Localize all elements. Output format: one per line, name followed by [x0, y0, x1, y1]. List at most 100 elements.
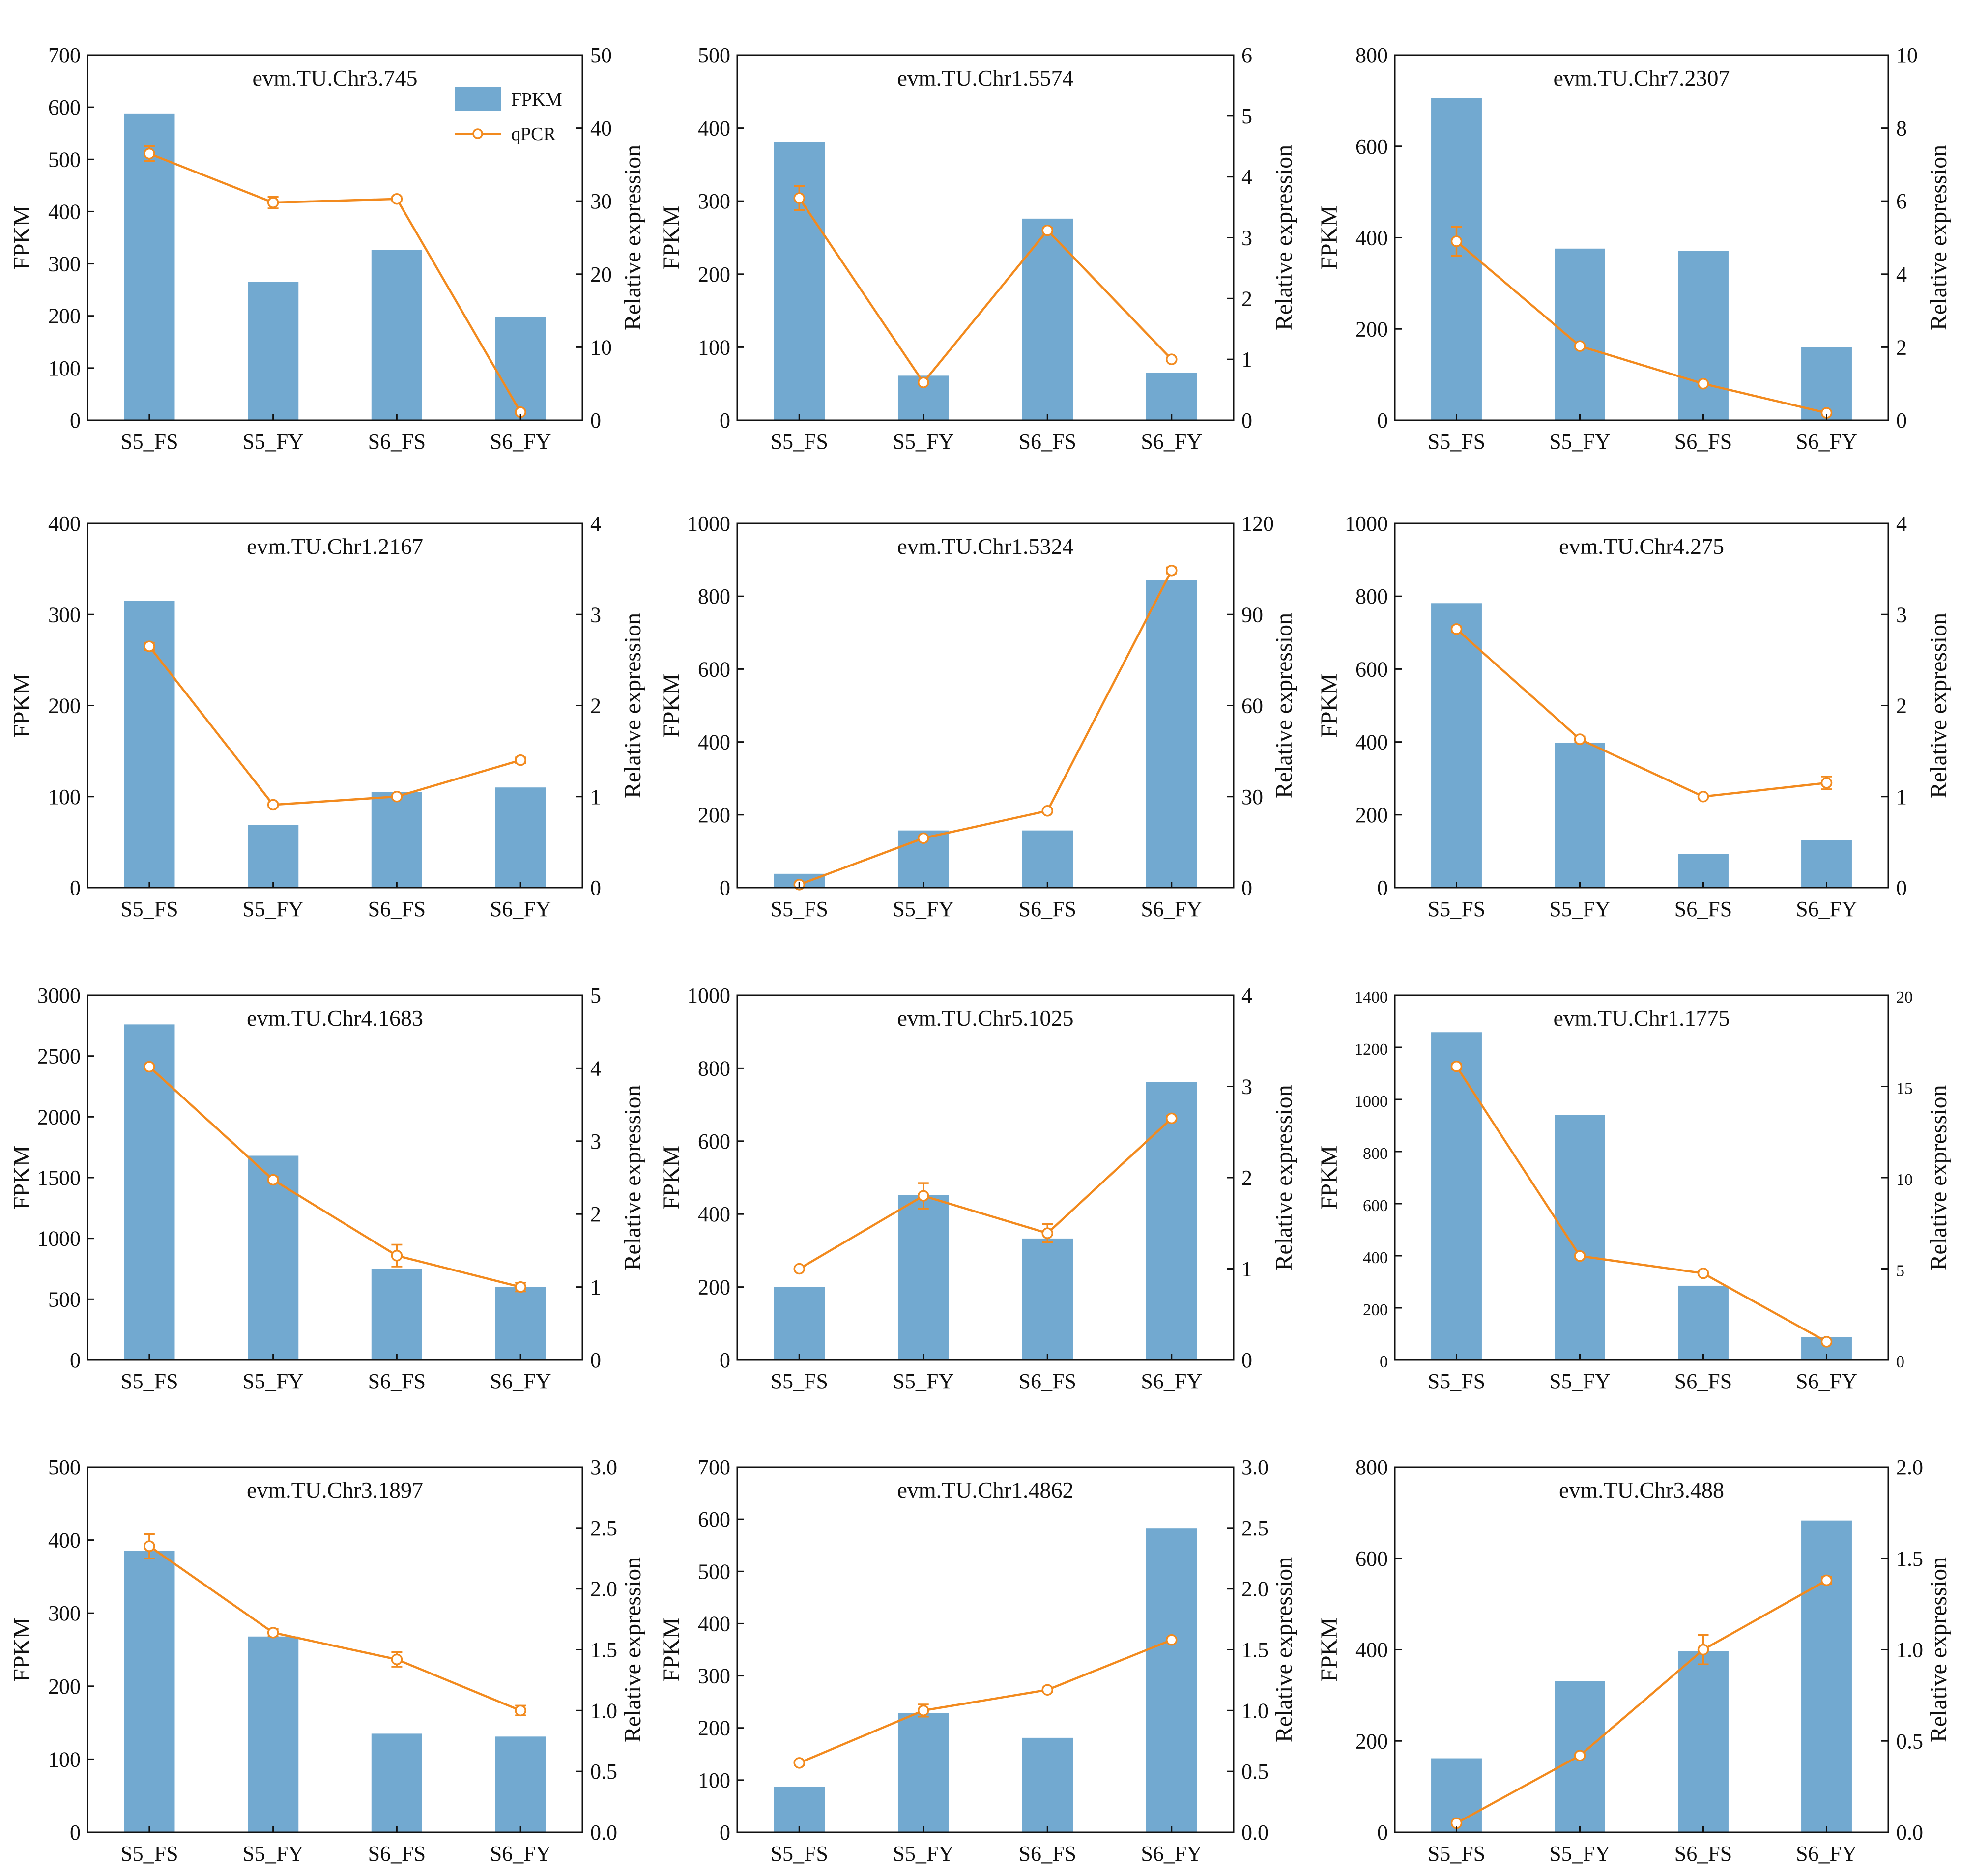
left-tick-label: 600: [698, 657, 730, 681]
left-tick-label: 400: [1355, 226, 1388, 250]
left-tick-label: 600: [698, 1507, 730, 1531]
left-tick-label: 1400: [1355, 988, 1388, 1007]
right-tick-label: 2.0: [1896, 1455, 1923, 1479]
right-tick-label: 1.5: [1896, 1547, 1923, 1571]
right-tick-label: 1.5: [590, 1638, 617, 1662]
x-tick-label: S5_FY: [1549, 430, 1611, 454]
chart-panel-7: 0 500 1000 1500 2000 2500 3000 0 1 2 3 4 5 S5_FS S5_FY…: [9, 983, 646, 1393]
qpcr-point-s5-fs: [1450, 623, 1463, 635]
qpcr-point-s5-fs: [144, 1540, 155, 1552]
right-tick-label: 20: [1896, 988, 1913, 1007]
qpcr-point-s5-fs: [1450, 1060, 1463, 1072]
qpcr-point-s5-fy: [1574, 1250, 1586, 1262]
qpcr-point-s6-fy: [1166, 1112, 1178, 1125]
qpcr-point-s5-fy: [267, 799, 279, 811]
qpcr-point-s6-fs: [1697, 791, 1709, 803]
right-tick-label: 2: [1241, 1166, 1252, 1190]
panel-title: evm.TU.Chr1.1775: [1553, 1006, 1730, 1031]
right-tick-label: 1.0: [1241, 1699, 1269, 1723]
right-axis-title: Relative expression: [1926, 1085, 1952, 1270]
qpcr-point-s5-fs: [144, 1061, 155, 1073]
x-tick-label: S5_FY: [242, 1369, 304, 1393]
x-tick-label: S6_FY: [1796, 430, 1857, 454]
x-tick-label: S6_FY: [1796, 1369, 1857, 1393]
qpcr-point-s6-fy: [515, 754, 526, 766]
qpcr-series-line: [148, 1066, 521, 1288]
bar-s5-fy: [1555, 743, 1605, 888]
qpcr-point-s6-fs: [1697, 377, 1709, 390]
left-axis-title: FPKM: [659, 1146, 685, 1210]
left-tick-label: 1500: [37, 1166, 81, 1190]
left-tick-label: 800: [1355, 1455, 1388, 1479]
left-tick-label: 1000: [1345, 512, 1388, 536]
bar-s5-fs: [774, 1287, 825, 1360]
right-tick-label: 0.0: [1241, 1820, 1269, 1845]
panel-title: evm.TU.Chr1.5574: [897, 65, 1073, 90]
left-tick-label: 100: [48, 1747, 81, 1771]
panel-title: evm.TU.Chr1.5324: [897, 534, 1073, 559]
bar-s6-fs: [1022, 1737, 1073, 1832]
left-tick-label: 800: [1363, 1145, 1388, 1163]
bar-s6-fs: [371, 1269, 422, 1360]
qpcr-point-s6-fy: [1166, 353, 1178, 365]
qpcr-series-line: [1456, 240, 1827, 414]
bar-s5-fy: [897, 1195, 949, 1360]
bar-s5-fs: [774, 142, 825, 421]
qpcr-point-s6-fy: [1166, 564, 1178, 577]
left-tick-label: 300: [698, 1664, 730, 1688]
x-tick-label: S6_FS: [368, 1842, 426, 1866]
left-tick-label: 600: [1355, 1547, 1388, 1571]
bar-s6-fs: [371, 792, 422, 888]
right-tick-label: 60: [1241, 694, 1263, 718]
panel-title: evm.TU.Chr3.488: [1559, 1477, 1724, 1502]
x-tick-label: S5_FS: [1428, 1369, 1485, 1393]
left-tick-label: 100: [698, 1768, 730, 1792]
x-tick-label: S5_FS: [771, 430, 828, 454]
right-tick-label: 4: [590, 1056, 601, 1080]
left-tick-label: 300: [48, 252, 81, 276]
right-tick-label: 4: [1241, 165, 1252, 189]
x-tick-label: S6_FS: [368, 1369, 426, 1393]
x-tick-label: S6_FS: [1019, 897, 1076, 921]
bar-s5-fs: [1431, 1032, 1482, 1360]
left-axis-title: FPKM: [659, 673, 685, 738]
right-tick-label: 2: [590, 694, 601, 718]
qpcr-point-s5-fy: [267, 1627, 279, 1639]
bar-s6-fs: [1022, 1238, 1073, 1360]
left-tick-label: 0: [1377, 1820, 1388, 1845]
right-tick-label: 6: [1896, 189, 1907, 213]
x-tick-label: S5_FY: [242, 897, 304, 921]
right-tick-label: 2.0: [590, 1577, 617, 1601]
left-tick-label: 0: [720, 1348, 730, 1372]
right-tick-label: 2: [1241, 287, 1252, 311]
left-tick-label: 1200: [1355, 1040, 1388, 1059]
bar-s6-fy: [1801, 840, 1852, 888]
right-tick-label: 2.5: [590, 1516, 617, 1540]
left-tick-label: 1000: [687, 983, 730, 1008]
right-tick-label: 15: [1896, 1080, 1913, 1098]
bar-s5-fy: [248, 282, 299, 420]
right-tick-label: 10: [1896, 1171, 1913, 1189]
right-tick-label: 3.0: [590, 1455, 617, 1479]
right-tick-label: 4: [1896, 512, 1907, 536]
chart-panel-2: 0 100 200 300 400 500 0 1 2 3 4 5 6 S5_FS S5_FY S6_FS S6…: [659, 43, 1297, 454]
right-tick-label: 50: [590, 43, 612, 67]
bar-s5-fy: [248, 825, 299, 888]
left-tick-label: 800: [1355, 43, 1388, 67]
x-tick-label: S5_FS: [120, 430, 178, 454]
x-tick-label: S5_FS: [120, 1369, 178, 1393]
left-tick-label: 400: [698, 116, 730, 141]
right-tick-label: 3: [590, 603, 601, 627]
bar-s5-fs: [124, 113, 175, 420]
qpcr-series-line: [1456, 1579, 1827, 1824]
left-tick-label: 400: [48, 1529, 81, 1553]
panel-title: evm.TU.Chr1.4862: [897, 1477, 1073, 1502]
qpcr-point-s6-fy: [1820, 1574, 1833, 1587]
left-tick-label: 800: [698, 1056, 730, 1080]
right-tick-label: 4: [1896, 262, 1907, 287]
legend-line-marker: [472, 128, 483, 139]
bar-s6-fs: [1678, 251, 1729, 420]
qpcr-point-s5-fy: [1574, 1750, 1586, 1761]
bar-s5-fs: [1431, 603, 1482, 888]
bar-s5-fs: [124, 1024, 175, 1360]
